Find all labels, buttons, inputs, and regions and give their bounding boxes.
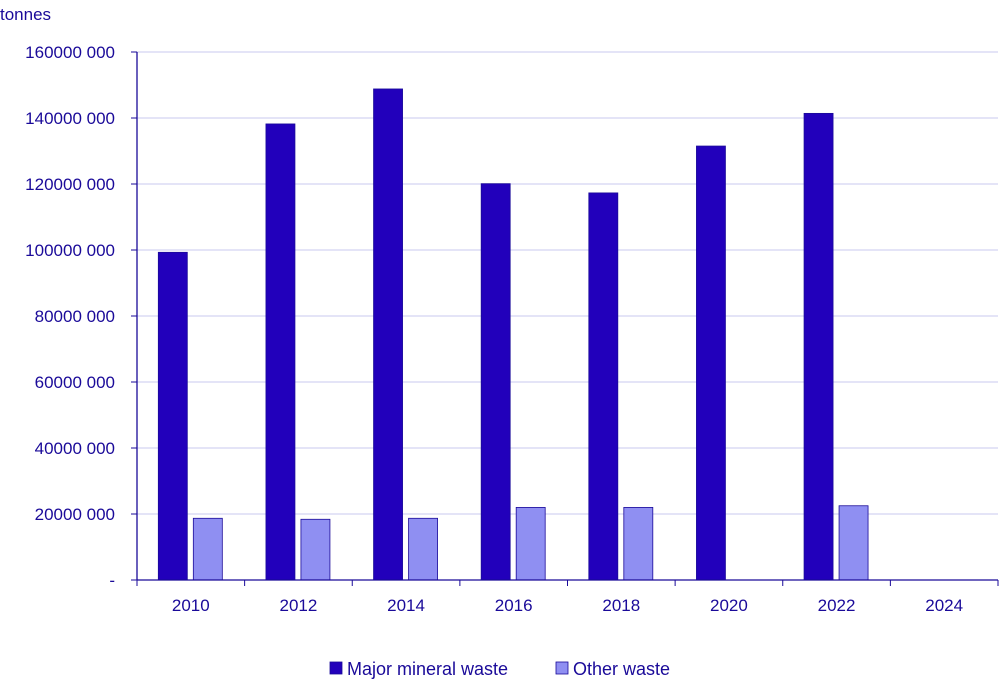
y-tick-label: 40000 000: [35, 439, 115, 458]
y-tick-label: 20000 000: [35, 505, 115, 524]
bar-other-waste: [192, 517, 223, 581]
legend-swatch: [555, 661, 569, 675]
axes-group: [131, 51, 999, 586]
y-tick-label: -: [109, 571, 115, 590]
legend-swatch: [329, 661, 343, 675]
bar-major-mineral-waste: [265, 123, 296, 581]
x-tick-labels: 2010 2012 2014 2016 2018 2020 2022 2024: [172, 596, 963, 615]
y-tick-label: 80000 000: [35, 307, 115, 326]
bar-other-waste: [838, 505, 869, 581]
x-tick-label: 2016: [495, 596, 533, 615]
bar-other-waste: [408, 517, 438, 581]
bars-group: [157, 88, 869, 581]
x-tick-label: 2012: [280, 596, 318, 615]
x-tick-label: 2022: [818, 596, 856, 615]
bar-major-mineral-waste: [588, 192, 619, 581]
bar-other-waste: [623, 506, 654, 581]
bar-major-mineral-waste: [803, 112, 834, 581]
bar-other-waste: [515, 506, 546, 581]
y-tick-label: 60000 000: [35, 373, 115, 392]
legend-label: Other waste: [573, 659, 670, 679]
bar-major-mineral-waste: [696, 145, 726, 581]
y-tick-label: 160000 000: [25, 43, 115, 62]
x-tick-label: 2018: [602, 596, 640, 615]
x-tick-label: 2014: [387, 596, 425, 615]
x-tick-label: 2024: [925, 596, 963, 615]
y-unit-label: tonnes: [0, 5, 51, 24]
y-tick-label: 120000 000: [25, 175, 115, 194]
y-tick-labels: - 20000 000 40000 000 60000 000 80000 000 100…: [25, 43, 115, 590]
bar-major-mineral-waste: [157, 251, 188, 581]
y-tick-label: 100000 000: [25, 241, 115, 260]
legend-label: Major mineral waste: [347, 659, 508, 679]
bar-major-mineral-waste: [480, 183, 511, 581]
x-tick-label: 2010: [172, 596, 210, 615]
bar-major-mineral-waste: [373, 88, 403, 581]
x-tick-label: 2020: [710, 596, 748, 615]
bar-other-waste: [300, 518, 331, 581]
y-tick-label: 140000 000: [25, 109, 115, 128]
legend: Major mineral waste Other waste: [329, 659, 670, 679]
